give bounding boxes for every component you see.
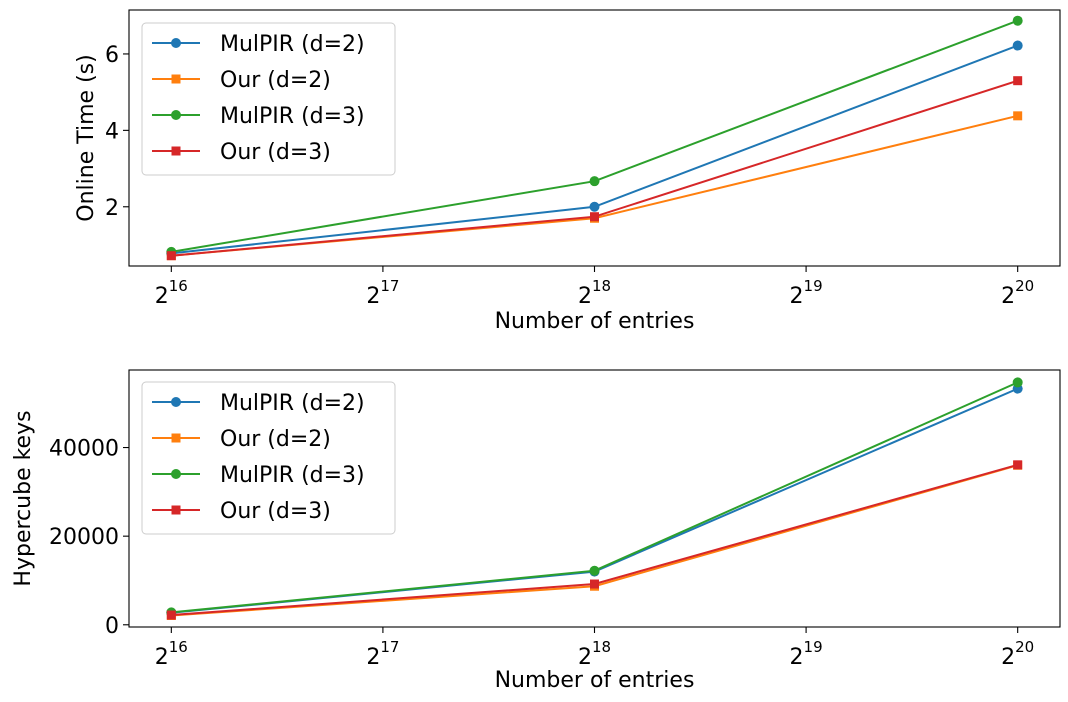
- data-point: [166, 251, 176, 261]
- x-tick-label: 220: [1001, 277, 1034, 309]
- legend-label: Our (d=3): [220, 140, 331, 165]
- x-tick-label: 217: [366, 277, 399, 309]
- legend-marker: [171, 74, 181, 84]
- legend-marker: [171, 110, 181, 120]
- y-axis-label: Hypercube keys: [11, 410, 36, 586]
- x-tick-label: 216: [155, 638, 188, 670]
- x-tick-label: 218: [578, 277, 611, 309]
- data-point: [590, 212, 599, 222]
- x-tick-label: 216: [155, 277, 188, 309]
- hypercube-keys-chart: 216 217 218 219 220 0 20000 40000 Number of entr…: [11, 369, 1061, 693]
- data-point: [1012, 40, 1023, 51]
- x-tick-label: 219: [790, 277, 823, 309]
- y-tick-label: 40000: [49, 437, 119, 462]
- x-tick-label: 220: [1001, 638, 1034, 670]
- legend-marker: [171, 38, 181, 48]
- x-axis-label: Number of entries: [495, 668, 695, 693]
- data-point: [589, 565, 600, 576]
- legend-label: MulPIR (d=2): [220, 32, 365, 57]
- legend-label: Our (d=2): [220, 427, 331, 452]
- x-tick-label: 218: [578, 638, 611, 670]
- legend-label: Our (d=2): [220, 68, 331, 93]
- y-tick-label: 0: [105, 614, 119, 639]
- data-point: [1013, 76, 1023, 86]
- data-point: [590, 579, 599, 589]
- legend-marker: [171, 397, 181, 407]
- legend-marker: [171, 146, 181, 156]
- y-axis-label: Online Time (s): [74, 54, 99, 221]
- legend-marker: [171, 469, 181, 479]
- legend-label: MulPIR (d=2): [220, 391, 365, 416]
- data-point: [589, 176, 600, 187]
- online-time-chart: 216 217 218 219 220 2 4 6 Number of entries Onlin…: [74, 9, 1061, 334]
- y-tick-label: 20000: [49, 525, 119, 550]
- legend-marker: [171, 505, 181, 515]
- legend-label: MulPIR (d=3): [220, 463, 365, 488]
- x-axis-label: Number of entries: [495, 309, 695, 334]
- x-tick-label: 219: [790, 638, 823, 670]
- y-tick-label: 2: [105, 196, 119, 221]
- data-point: [166, 610, 176, 620]
- x-tick-label: 217: [366, 638, 399, 670]
- data-point: [589, 201, 600, 212]
- data-point: [1013, 460, 1023, 470]
- legend-marker: [171, 433, 181, 443]
- legend-label: Our (d=3): [220, 499, 331, 524]
- y-tick-label: 6: [105, 43, 119, 68]
- data-point: [1012, 15, 1023, 26]
- y-tick-label: 4: [105, 119, 119, 144]
- data-point: [1013, 111, 1023, 121]
- legend-box: [141, 381, 396, 535]
- legend-box: [141, 22, 396, 176]
- legend-label: MulPIR (d=3): [220, 104, 365, 129]
- data-point: [1012, 377, 1023, 388]
